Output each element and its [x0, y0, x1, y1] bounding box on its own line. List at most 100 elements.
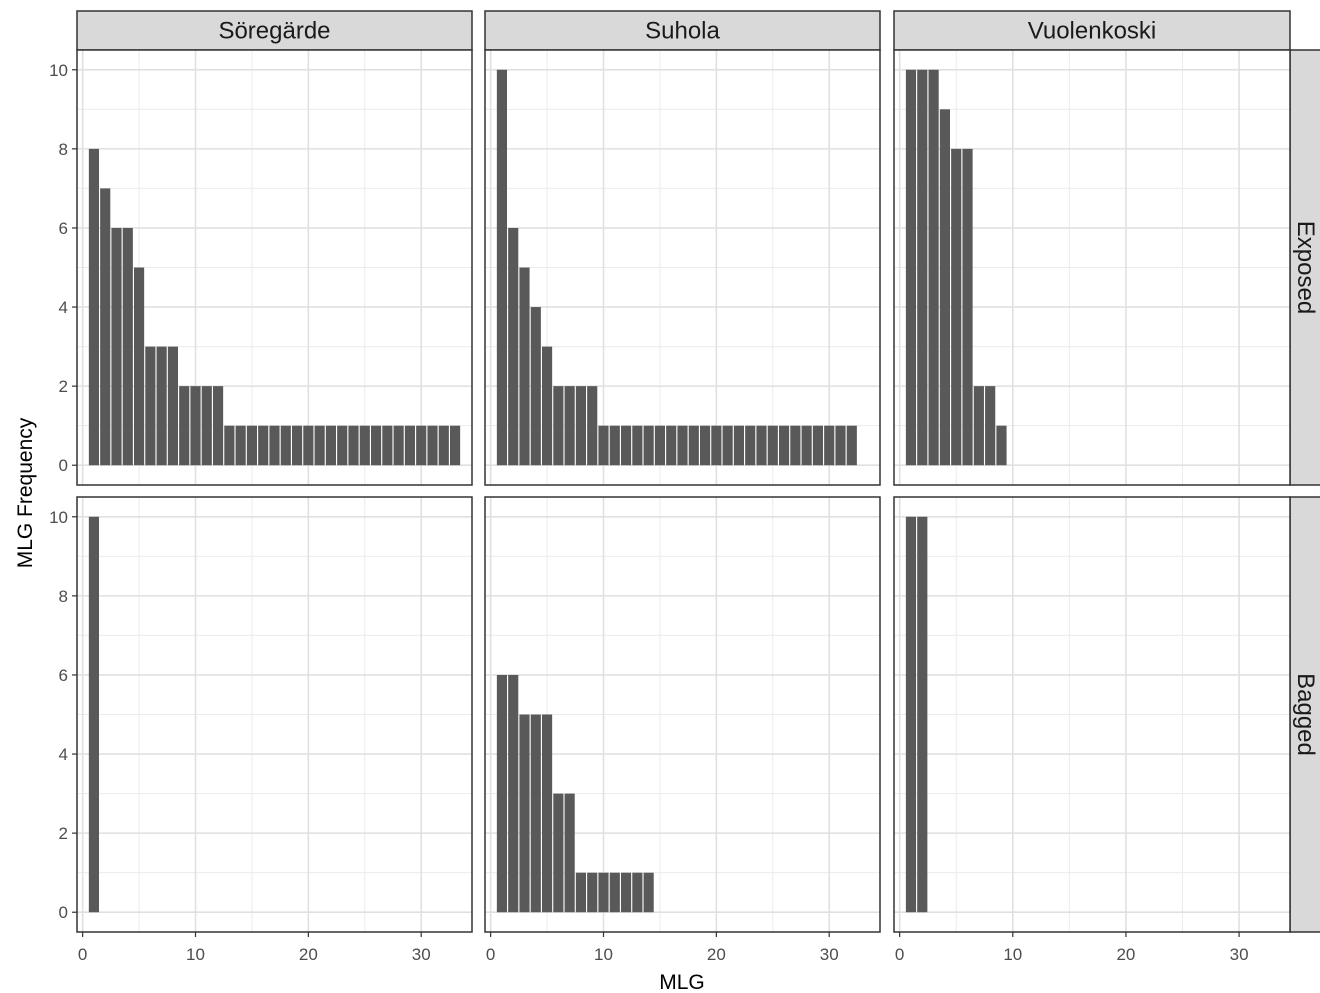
- panel-border: [893, 49, 1291, 486]
- y-tick-label: 10: [49, 61, 68, 80]
- bar-vuolenkoski-exposed-mlg-4: [939, 109, 951, 466]
- y-tick-label: 0: [59, 903, 68, 922]
- strip-background: [1289, 49, 1320, 486]
- bar-soregarde-exposed-mlg-33: [449, 425, 461, 466]
- bar-suhola-exposed-mlg-21: [722, 425, 733, 466]
- bar-suhola-bagged-mlg-3: [519, 714, 530, 913]
- bar-vuolenkoski-exposed-mlg-7: [973, 386, 984, 466]
- y-tick-label: 8: [59, 587, 68, 606]
- bar-soregarde-exposed-mlg-32: [438, 425, 449, 466]
- panel-border: [484, 496, 881, 933]
- bar-soregarde-exposed-mlg-13: [224, 425, 235, 466]
- x-tick-label: 10: [186, 945, 205, 964]
- bar-suhola-exposed-mlg-19: [699, 425, 711, 466]
- bar-vuolenkoski-exposed-mlg-2: [917, 69, 928, 466]
- bar-soregarde-exposed-mlg-6: [145, 346, 156, 466]
- bar-soregarde-exposed-mlg-31: [427, 425, 438, 466]
- bar-vuolenkoski-exposed-mlg-6: [962, 148, 973, 466]
- panel-border: [484, 49, 881, 486]
- bar-soregarde-exposed-mlg-15: [246, 425, 258, 466]
- bar-soregarde-exposed-mlg-10: [190, 386, 201, 466]
- bar-soregarde-exposed-mlg-26: [370, 425, 382, 466]
- bar-soregarde-exposed-mlg-23: [337, 425, 348, 466]
- bar-soregarde-exposed-mlg-30: [416, 425, 427, 466]
- panel-border: [893, 496, 1291, 933]
- x-tick-label: 20: [299, 945, 318, 964]
- panel-vuolenkoski-bagged: 0 10 20 30: [893, 496, 1291, 964]
- y-tick-label: 8: [59, 140, 68, 159]
- strip-suhola: Suhola: [484, 10, 881, 51]
- x-tick-label: 20: [707, 945, 726, 964]
- bar-soregarde-exposed-mlg-16: [258, 425, 269, 466]
- bar-suhola-bagged-mlg-9: [587, 872, 598, 913]
- bar-suhola-exposed-mlg-10: [598, 425, 609, 466]
- bar-suhola-exposed-mlg-8: [575, 386, 587, 466]
- bar-suhola-exposed-mlg-24: [756, 425, 767, 466]
- y-tick-label: 2: [59, 824, 68, 843]
- strip-label: Exposed: [1292, 221, 1319, 314]
- bar-suhola-bagged-mlg-8: [575, 872, 587, 913]
- bar-suhola-exposed-mlg-23: [745, 425, 756, 466]
- bar-suhola-bagged-mlg-2: [508, 674, 519, 913]
- bar-suhola-bagged-mlg-6: [553, 793, 564, 913]
- bar-suhola-exposed-mlg-3: [519, 267, 530, 466]
- bar-suhola-exposed-mlg-7: [564, 386, 575, 466]
- bar-suhola-exposed-mlg-28: [801, 425, 812, 466]
- bar-suhola-exposed-mlg-18: [688, 425, 699, 466]
- bar-suhola-bagged-mlg-11: [609, 872, 620, 913]
- panel-vuolenkoski-exposed: [893, 49, 1291, 486]
- y-axis-title: MLG Frequency: [14, 417, 37, 568]
- panel-soregarde-bagged: 0 2 4 6 8 10 0 10 20 30: [49, 496, 473, 964]
- bar-suhola-exposed-mlg-17: [677, 425, 688, 466]
- bar-soregarde-exposed-mlg-9: [179, 386, 190, 466]
- bar-soregarde-exposed-mlg-24: [348, 425, 359, 466]
- bar-suhola-bagged-mlg-13: [632, 872, 643, 913]
- bar-suhola-exposed-mlg-14: [643, 425, 654, 466]
- bar-suhola-bagged-mlg-14: [643, 872, 654, 913]
- bar-suhola-exposed-mlg-25: [767, 425, 778, 466]
- bar-vuolenkoski-bagged-mlg-2: [917, 516, 928, 913]
- bar-soregarde-exposed-mlg-1: [88, 148, 100, 466]
- bar-vuolenkoski-exposed-mlg-1: [905, 69, 917, 466]
- strip-exposed: Exposed: [1289, 49, 1320, 486]
- bar-suhola-exposed-mlg-30: [824, 425, 835, 466]
- strip-background: [76, 10, 473, 51]
- panel-soregarde-exposed: 0 2 4 6 8 10: [49, 49, 473, 486]
- bar-soregarde-exposed-mlg-18: [280, 425, 291, 466]
- bar-soregarde-exposed-mlg-12: [212, 386, 224, 466]
- bar-suhola-exposed-mlg-1: [496, 69, 508, 466]
- bar-suhola-exposed-mlg-9: [587, 386, 598, 466]
- bar-soregarde-exposed-mlg-25: [359, 425, 370, 466]
- strip-label: Suhola: [645, 18, 720, 45]
- strip-background: [484, 10, 881, 51]
- x-tick-label: 30: [412, 945, 431, 964]
- x-tick-label: 0: [895, 945, 904, 964]
- bar-suhola-exposed-mlg-31: [835, 425, 846, 466]
- bar-soregarde-exposed-mlg-27: [382, 425, 393, 466]
- bar-vuolenkoski-exposed-mlg-3: [928, 69, 939, 466]
- bar-suhola-bagged-mlg-10: [598, 872, 609, 913]
- strip-vuolenkoski: Vuolenkoski: [893, 10, 1291, 51]
- bar-suhola-exposed-mlg-26: [778, 425, 790, 466]
- panel-suhola-bagged: 0 10 20 30: [484, 496, 881, 964]
- bar-suhola-exposed-mlg-6: [553, 386, 564, 466]
- strip-bagged: Bagged: [1289, 496, 1320, 933]
- bar-soregarde-exposed-mlg-4: [122, 227, 133, 466]
- bar-suhola-exposed-mlg-5: [541, 346, 553, 466]
- bar-suhola-exposed-mlg-12: [620, 425, 632, 466]
- bar-suhola-exposed-mlg-20: [711, 425, 722, 466]
- x-tick-label: 30: [1230, 945, 1249, 964]
- bar-suhola-exposed-mlg-29: [812, 425, 824, 466]
- bar-soregarde-exposed-mlg-22: [325, 425, 337, 466]
- bar-soregarde-exposed-mlg-2: [100, 188, 111, 466]
- bar-suhola-bagged-mlg-1: [496, 674, 508, 913]
- bar-soregarde-exposed-mlg-20: [303, 425, 314, 466]
- bar-suhola-bagged-mlg-7: [564, 793, 575, 913]
- bar-suhola-exposed-mlg-22: [733, 425, 745, 466]
- y-tick-label: 4: [59, 745, 68, 764]
- bar-soregarde-exposed-mlg-3: [111, 227, 122, 466]
- bar-soregarde-exposed-mlg-28: [393, 425, 404, 466]
- bar-soregarde-exposed-mlg-14: [235, 425, 246, 466]
- y-tick-label: 6: [59, 219, 68, 238]
